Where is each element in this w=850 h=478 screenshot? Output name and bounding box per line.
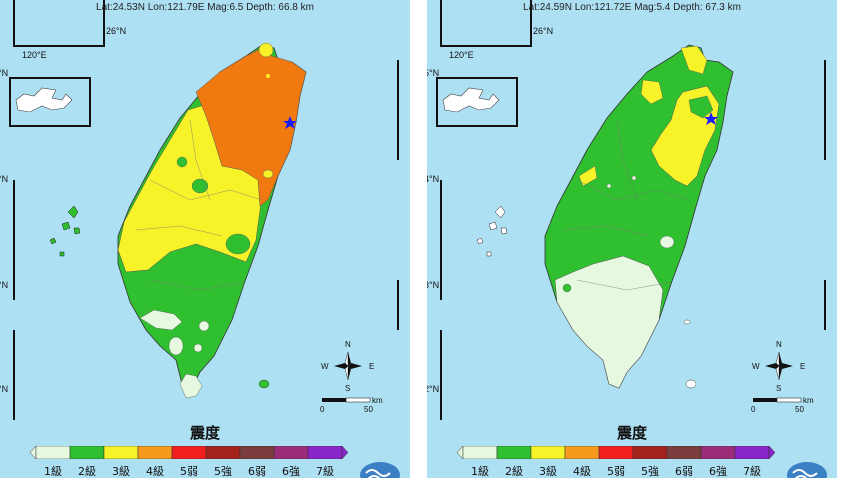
lat-label-25: 25°N [427, 68, 440, 78]
lat-label-23: 23°N [0, 280, 9, 290]
compass-rose-icon [765, 351, 793, 381]
cwb-logo-icon [360, 462, 400, 478]
epicenter-star-icon [704, 112, 718, 125]
scale-swatch [35, 446, 71, 459]
compass-n: N [776, 340, 782, 349]
scale-label: 6強 [282, 465, 300, 478]
scale-swatch [666, 446, 702, 459]
taiwan-map-2 [436, 0, 826, 420]
scale-swatch [137, 446, 173, 459]
quake-header: Lat:24.53N Lon:121.79E Mag:6.5 Depth: 66… [96, 2, 314, 13]
scale-swatch [564, 446, 600, 459]
scale-label: 5弱 [180, 465, 198, 478]
distance-scale-bar [322, 397, 371, 403]
compass-n: N [345, 340, 351, 349]
scale-end: 50 [364, 405, 373, 414]
intensity-color-scale [30, 446, 348, 459]
lat-label-26: 26°N [533, 26, 554, 36]
cwb-logo-icon [787, 462, 827, 478]
penghu-island [442, 87, 500, 113]
lat-label-25: 25°N [0, 68, 9, 78]
compass-s: S [345, 384, 351, 393]
scale-label: 4級 [146, 465, 164, 478]
epicenter-star-icon [283, 116, 297, 129]
panel-gap [410, 0, 427, 478]
pescadores-islets [49, 205, 81, 257]
scale-swatch [598, 446, 634, 459]
scale-swatch [69, 446, 105, 459]
scale-arrow-left [457, 446, 464, 459]
scale-swatch [530, 446, 566, 459]
scale-swatch [103, 446, 139, 459]
scale-label: 7級 [316, 465, 334, 478]
lat-label-22: 22°N [427, 384, 440, 394]
scale-swatch [700, 446, 736, 459]
lon-label-120: 120°E [22, 50, 47, 60]
scale-swatch [496, 446, 532, 459]
compass-w: W [752, 362, 760, 371]
scale-label: 5強 [641, 465, 659, 478]
penghu-frame [9, 77, 91, 127]
scale-swatch [205, 446, 241, 459]
penghu-frame [436, 77, 518, 127]
intensity-labels: 1級 2級 3級 4級 5弱 5強 6弱 6強 7級 [30, 463, 348, 478]
legend-title: 震度 [616, 424, 647, 442]
lat-label-26: 26°N [106, 26, 127, 36]
intensity-map-panel-2: Lat:24.59N Lon:121.72E Mag:5.4 Depth: 67… [427, 0, 837, 478]
scale-unit: km [372, 396, 383, 405]
scale-label: 6弱 [248, 465, 266, 478]
scale-arrow-right [341, 446, 348, 459]
scale-arrow-right [768, 446, 775, 459]
scale-label: 5弱 [607, 465, 625, 478]
pescadores-islets [476, 205, 508, 257]
legend-title: 震度 [189, 424, 220, 442]
lat-label-23: 23°N [427, 280, 440, 290]
scale-start: 0 [320, 405, 325, 414]
scale-swatch [307, 446, 343, 459]
scale-end: 50 [795, 405, 804, 414]
scale-swatch [632, 446, 668, 459]
compass-e: E [369, 362, 375, 371]
scale-swatch [734, 446, 770, 459]
scale-swatch [171, 446, 207, 459]
scale-label: 2級 [505, 465, 523, 478]
compass-w: W [321, 362, 329, 371]
scale-label: 5強 [214, 465, 232, 478]
quake-header: Lat:24.59N Lon:121.72E Mag:5.4 Depth: 67… [523, 2, 741, 13]
compass-rose-icon [334, 351, 362, 381]
compass-e: E [800, 362, 806, 371]
lon-label-120: 120°E [449, 50, 474, 60]
scale-label: 1級 [471, 465, 489, 478]
lat-label-24: 24°N [427, 174, 440, 184]
taiwan-map-1 [9, 0, 399, 420]
inset-frame [13, 0, 105, 47]
lat-label-22: 22°N [0, 384, 9, 394]
intensity-color-scale [457, 446, 775, 459]
distance-scale-bar [753, 397, 802, 403]
scale-label: 7級 [743, 465, 761, 478]
scale-swatch [239, 446, 275, 459]
scale-unit: km [803, 396, 814, 405]
scale-label: 2級 [78, 465, 96, 478]
intensity-1-zone [554, 255, 664, 389]
intensity-labels: 1級 2級 3級 4級 5弱 5強 6弱 6強 7級 [457, 463, 775, 478]
scale-label: 1級 [44, 465, 62, 478]
scale-start: 0 [751, 405, 756, 414]
lat-label-24: 24°N [0, 174, 9, 184]
compass-s: S [776, 384, 782, 393]
inset-frame [440, 0, 532, 47]
scale-arrow-left [30, 446, 37, 459]
scale-swatch [273, 446, 309, 459]
scale-label: 6弱 [675, 465, 693, 478]
scale-label: 3級 [539, 465, 557, 478]
scale-label: 6強 [709, 465, 727, 478]
intensity-map-panel-1: Lat:24.53N Lon:121.79E Mag:6.5 Depth: 66… [0, 0, 410, 478]
penghu-island [15, 87, 73, 113]
scale-label: 3級 [112, 465, 130, 478]
scale-label: 4級 [573, 465, 591, 478]
scale-swatch [462, 446, 498, 459]
